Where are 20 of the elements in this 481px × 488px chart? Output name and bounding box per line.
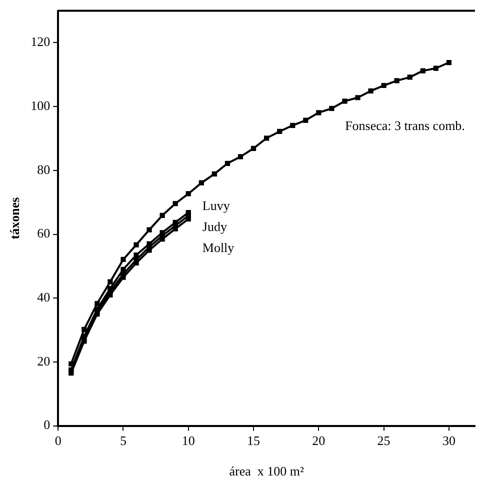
y-axis-title: táxones (7, 197, 22, 240)
y-tick-label: 80 (37, 162, 50, 177)
y-tick-label: 120 (30, 34, 50, 50)
x-tick-label: 5 (120, 433, 126, 448)
series-label: Fonseca: 3 trans comb. (345, 118, 465, 133)
x-tick-label: 25 (377, 433, 390, 448)
x-tick-label: 10 (182, 433, 195, 448)
y-tick-label: 40 (37, 290, 50, 305)
x-tick-label: 20 (312, 433, 326, 448)
x-tick-label: 0 (54, 433, 62, 448)
y-tick-label: 20 (37, 353, 50, 368)
x-axis-title: área x 100 m² (229, 464, 304, 479)
x-tick-label: 15 (247, 433, 260, 448)
series-label: Molly (202, 240, 235, 255)
y-tick-label: 60 (37, 226, 50, 241)
series-label: Judy (202, 218, 228, 234)
series-label: Luvy (202, 198, 230, 213)
y-tick-label: 100 (30, 98, 50, 113)
x-tick-label: 30 (442, 433, 456, 448)
y-tick-label: 0 (44, 417, 50, 432)
